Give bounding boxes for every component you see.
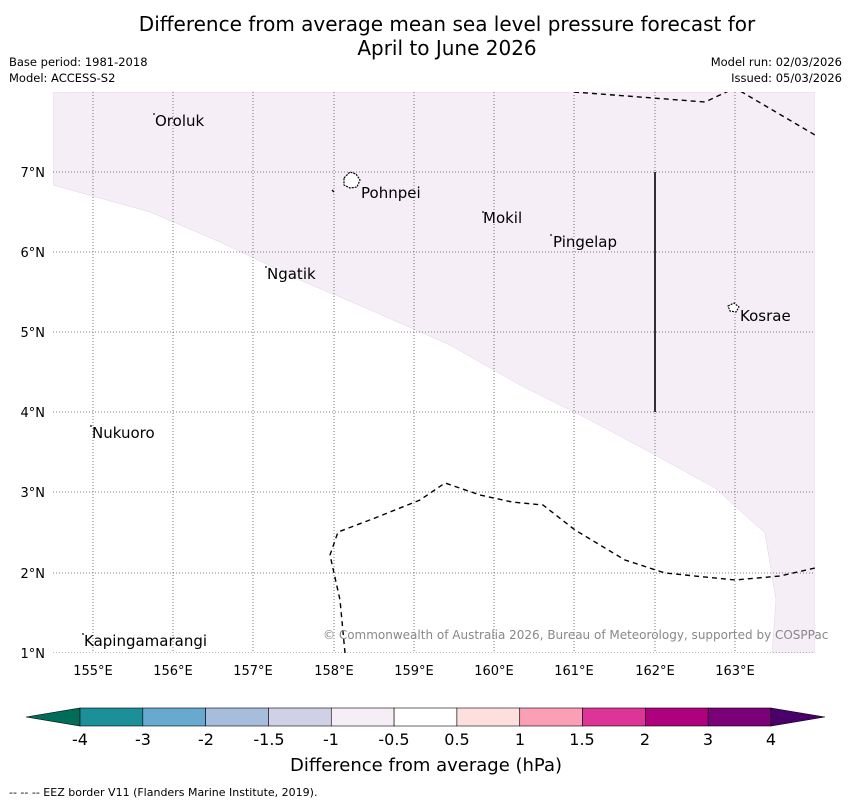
- colorbar-swatch: [268, 707, 332, 727]
- map-svg: Oroluk Pohnpei Mokil Pingelap Ngatik Kos…: [21, 92, 815, 679]
- copyright-credit: © Commonwealth of Australia 2026, Bureau…: [323, 628, 829, 642]
- lat-label: 4°N: [21, 406, 46, 421]
- lat-label: 1°N: [21, 647, 46, 662]
- atoll-markers: [82, 113, 552, 635]
- lon-axis: 155°E 156°E 157°E 158°E 159°E 160°E 161°…: [73, 664, 755, 679]
- lon-label: 159°E: [394, 664, 434, 679]
- colorbar-swatch: [393, 707, 458, 727]
- lon-label: 157°E: [233, 664, 273, 679]
- model-run: Model run: 02/03/2026: [710, 55, 842, 69]
- colorbar-high-arrow: [770, 707, 826, 727]
- eez-legend-note: -- -- -- EEZ border V11 (Flanders Marine…: [9, 786, 318, 799]
- place-kapingamarangi: Kapingamarangi: [84, 632, 207, 650]
- lon-label: 160°E: [474, 664, 514, 679]
- colorbar-tick-label: -2: [198, 730, 214, 749]
- colorbar-swatch: [707, 707, 772, 727]
- colorbar-tick-label: 1.5: [569, 730, 595, 749]
- colorbar-tick-label: 4: [765, 730, 777, 749]
- colorbar-tick-label: 2: [639, 730, 651, 749]
- title-line-2: April to June 2026: [357, 36, 537, 60]
- lat-label: 6°N: [21, 246, 46, 261]
- graticule: [53, 92, 815, 653]
- lon-label: 158°E: [314, 664, 354, 679]
- place-kosrae: Kosrae: [740, 307, 791, 325]
- lon-label: 162°E: [635, 664, 675, 679]
- colorbar-title: Difference from average (hPa): [289, 755, 563, 776]
- model-name: Model: ACCESS-S2: [9, 71, 116, 85]
- colorbar-swatch: [79, 707, 144, 727]
- issued-date: Issued: 05/03/2026: [731, 71, 842, 85]
- lat-label: 2°N: [21, 567, 46, 582]
- meta-left: Base period: 1981-2018 Model: ACCESS-S2: [9, 54, 148, 86]
- lon-label: 155°E: [73, 664, 113, 679]
- colorbar-swatches: [79, 707, 772, 727]
- colorbar: [25, 707, 826, 727]
- colorbar-swatch: [330, 707, 395, 727]
- meta-right: Model run: 02/03/2026 Issued: 05/03/2026: [711, 54, 842, 86]
- colorbar-swatch: [582, 707, 646, 727]
- colorbar-tick-label: -4: [72, 730, 88, 749]
- colorbar-tick-label: 3: [702, 730, 714, 749]
- colorbar-tick-label: -0.5: [378, 730, 410, 749]
- title-line-1: Difference from average mean sea level p…: [138, 12, 756, 36]
- colorbar-tick-label: -3: [135, 730, 151, 749]
- base-period: Base period: 1981-2018: [9, 55, 148, 69]
- colorbar-swatch: [205, 707, 269, 727]
- place-pingelap: Pingelap: [553, 233, 617, 251]
- colorbar-swatch: [142, 707, 206, 727]
- lon-label: 163°E: [715, 664, 755, 679]
- lon-label: 156°E: [153, 664, 193, 679]
- place-oroluk: Oroluk: [155, 112, 204, 130]
- lat-label: 3°N: [21, 486, 46, 501]
- place-mokil: Mokil: [483, 209, 522, 227]
- lat-label: 5°N: [21, 326, 46, 341]
- place-ngatik: Ngatik: [267, 265, 316, 283]
- colorbar-swatch: [456, 707, 521, 727]
- kosrae-island: [727, 302, 740, 313]
- lon-label: 161°E: [554, 664, 594, 679]
- place-pohnpei: Pohnpei: [361, 184, 421, 202]
- colorbar-low-arrow: [25, 707, 81, 727]
- pohnpei-island: [343, 171, 361, 189]
- colorbar-swatch: [645, 707, 709, 727]
- lat-label: 7°N: [21, 166, 46, 181]
- colorbar-tick-label: -1: [323, 730, 339, 749]
- lat-axis: 7°N 6°N 5°N 4°N 3°N 2°N 1°N: [21, 166, 46, 662]
- chart-title: Difference from average mean sea level p…: [0, 12, 850, 60]
- colorbar-tick-label: -1.5: [253, 730, 285, 749]
- colorbar-tick-label: 1: [514, 730, 526, 749]
- eez-borders: [329, 92, 815, 653]
- colorbar-tick-label: 0.5: [444, 730, 470, 749]
- place-nukuoro: Nukuoro: [92, 424, 155, 442]
- pressure-anomaly-shading: [53, 92, 815, 653]
- colorbar-swatch: [519, 707, 583, 727]
